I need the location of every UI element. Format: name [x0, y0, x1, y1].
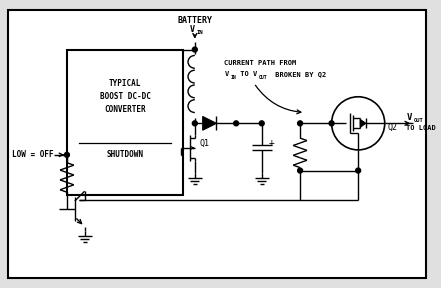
Circle shape — [329, 121, 334, 126]
Text: TO V: TO V — [236, 71, 258, 77]
Text: V: V — [190, 25, 195, 34]
FancyArrowPatch shape — [255, 85, 301, 114]
Circle shape — [192, 47, 197, 52]
Text: TYPICAL: TYPICAL — [109, 79, 141, 88]
Text: Q2: Q2 — [388, 123, 398, 132]
Circle shape — [234, 121, 239, 126]
Text: IN: IN — [197, 30, 203, 35]
Text: Q1: Q1 — [200, 139, 210, 147]
Text: CURRENT PATH FROM: CURRENT PATH FROM — [224, 60, 297, 66]
Circle shape — [356, 168, 361, 173]
Circle shape — [64, 152, 69, 157]
Text: BOOST DC-DC: BOOST DC-DC — [100, 92, 150, 101]
Bar — [67, 50, 183, 195]
Text: OUT: OUT — [259, 75, 267, 79]
Text: BATTERY: BATTERY — [177, 16, 212, 24]
Text: TO LOAD: TO LOAD — [406, 125, 436, 131]
Text: V: V — [224, 71, 228, 77]
Text: SHUTDOWN: SHUTDOWN — [106, 150, 143, 159]
Circle shape — [298, 168, 303, 173]
Polygon shape — [360, 120, 366, 127]
Text: BROKEN BY Q2: BROKEN BY Q2 — [271, 71, 326, 77]
Text: +: + — [269, 138, 274, 148]
Text: OUT: OUT — [413, 118, 423, 123]
Text: V: V — [406, 113, 412, 122]
Text: LOW = OFF: LOW = OFF — [12, 150, 53, 159]
Circle shape — [298, 121, 303, 126]
Circle shape — [259, 121, 264, 126]
Circle shape — [192, 121, 197, 126]
Text: CONVERTER: CONVERTER — [104, 105, 146, 114]
Polygon shape — [203, 116, 217, 130]
Text: IN: IN — [230, 75, 236, 79]
